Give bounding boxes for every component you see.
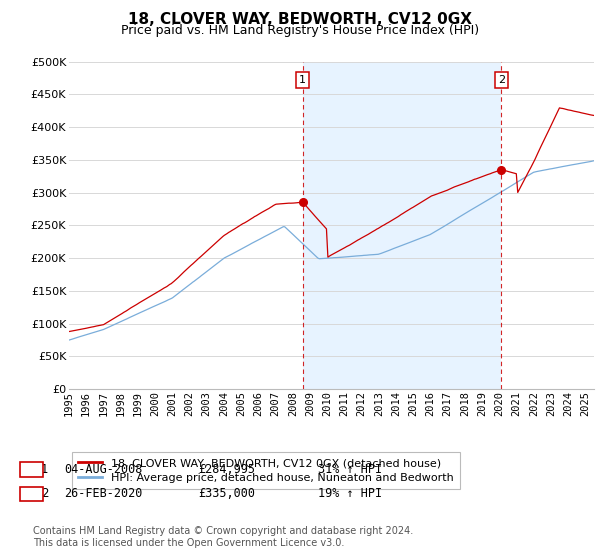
Bar <box>303 62 502 389</box>
Text: Price paid vs. HM Land Registry's House Price Index (HPI): Price paid vs. HM Land Registry's House … <box>121 24 479 37</box>
Text: 1: 1 <box>299 75 307 85</box>
Text: 1: 1 <box>41 463 48 476</box>
Text: 2: 2 <box>41 487 48 501</box>
Text: 04-AUG-2008: 04-AUG-2008 <box>64 463 143 476</box>
Legend: 18, CLOVER WAY, BEDWORTH, CV12 0GX (detached house), HPI: Average price, detache: 18, CLOVER WAY, BEDWORTH, CV12 0GX (deta… <box>72 452 460 489</box>
Text: 31% ↑ HPI: 31% ↑ HPI <box>318 463 382 476</box>
Text: Contains HM Land Registry data © Crown copyright and database right 2024.
This d: Contains HM Land Registry data © Crown c… <box>33 526 413 548</box>
Text: 18, CLOVER WAY, BEDWORTH, CV12 0GX: 18, CLOVER WAY, BEDWORTH, CV12 0GX <box>128 12 472 27</box>
Text: 26-FEB-2020: 26-FEB-2020 <box>64 487 143 501</box>
Text: 19% ↑ HPI: 19% ↑ HPI <box>318 487 382 501</box>
Text: £284,995: £284,995 <box>198 463 255 476</box>
Text: 2: 2 <box>498 75 505 85</box>
Text: £335,000: £335,000 <box>198 487 255 501</box>
